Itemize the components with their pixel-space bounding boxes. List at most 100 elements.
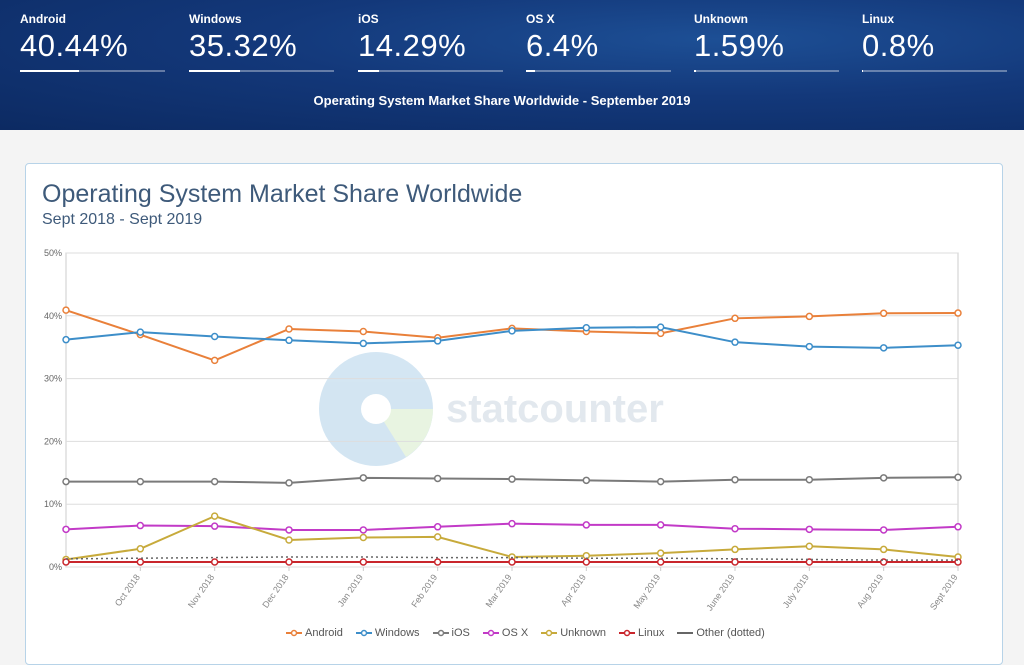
chart-title: Operating System Market Share Worldwide — [42, 180, 523, 208]
legend-item[interactable]: Android — [286, 627, 343, 639]
stat-name: Windows — [189, 12, 242, 26]
x-tick-label: Nov 2018 — [186, 572, 216, 609]
x-tick-label: June 2019 — [704, 572, 736, 612]
point-ios — [582, 476, 591, 485]
stat-share-fill — [20, 70, 79, 72]
point-windows — [210, 332, 219, 341]
legend-marker-dot — [360, 629, 368, 637]
legend-marker-icon — [677, 632, 694, 634]
point-windows — [285, 336, 293, 345]
point-android — [731, 314, 739, 323]
x-tick-label: July 2019 — [781, 572, 811, 609]
legend-item[interactable]: Other (dotted) — [677, 627, 765, 639]
watermark-logo-slice — [376, 409, 433, 457]
y-tick-label: 30% — [44, 374, 62, 384]
stat-android: Android 40.44% — [20, 12, 165, 72]
point-ios — [433, 474, 442, 483]
x-tick-label: Oct 2018 — [113, 572, 142, 608]
point-linux — [656, 558, 665, 566]
stat-unknown: Unknown 1.59% — [694, 12, 839, 72]
point-ios — [210, 477, 219, 486]
point-linux — [136, 558, 145, 566]
point-os-x — [954, 523, 962, 531]
stat-share-bar — [358, 70, 503, 72]
point-android — [954, 309, 962, 317]
stat-name: Linux — [862, 12, 894, 26]
legend-label: Windows — [374, 627, 420, 639]
legend-item[interactable]: Linux — [619, 627, 664, 639]
point-android — [210, 356, 219, 365]
legend-marker-icon — [286, 629, 302, 637]
stat-share-bar — [694, 70, 839, 72]
point-android — [805, 312, 814, 321]
y-tick-label: 0% — [49, 562, 62, 572]
point-ios — [656, 477, 665, 486]
watermark-logo-hole — [361, 394, 391, 424]
point-os-x — [656, 521, 665, 529]
x-tick-label: Sept 2019 — [928, 572, 960, 611]
point-unknown — [805, 542, 814, 551]
point-unknown — [285, 536, 293, 544]
legend-marker-icon — [541, 629, 558, 637]
chart-subtitle: Sept 2018 - Sept 2019 — [42, 211, 203, 228]
legend-marker-icon — [619, 629, 636, 637]
stat-linux: Linux 0.8% — [862, 12, 1007, 72]
point-windows — [582, 323, 591, 332]
legend-label: Unknown — [560, 627, 607, 639]
point-linux — [805, 558, 814, 566]
legend-marker-icon — [432, 629, 449, 637]
stat-share-bar — [20, 70, 165, 72]
statcounter-watermark: statcounter — [319, 352, 664, 466]
point-unknown — [879, 545, 888, 554]
point-windows — [136, 328, 145, 336]
stat-share-bar — [526, 70, 671, 72]
point-os-x — [359, 526, 368, 534]
legend-item[interactable]: OS X — [482, 627, 528, 639]
point-os-x — [62, 525, 70, 534]
stats-banner: Android 40.44% Windows 35.32% iOS 14.29% OS X 6… — [0, 0, 1024, 130]
stat-name: Android — [20, 12, 66, 26]
series-line-other-dotted — [65, 556, 958, 561]
legend-marker-dot — [290, 629, 298, 637]
point-ios — [879, 474, 888, 482]
point-windows — [62, 335, 70, 344]
point-os-x — [136, 521, 145, 530]
legend-item[interactable]: iOS — [432, 627, 470, 639]
stat-share-fill — [358, 70, 379, 72]
x-tick-label: Mar 2019 — [484, 572, 514, 609]
point-os-x — [210, 522, 219, 530]
x-tick-label: May 2019 — [631, 572, 662, 610]
stat-value: 35.32% — [189, 28, 298, 63]
point-linux — [731, 558, 739, 566]
stat-share-fill — [189, 70, 241, 72]
legend-label: Linux — [638, 627, 665, 639]
point-windows — [805, 342, 814, 351]
point-android — [285, 325, 293, 333]
stat-share-fill — [526, 70, 536, 72]
banner-title: Operating System Market Share Worldwide … — [313, 93, 691, 108]
point-linux — [359, 558, 368, 566]
point-ios — [359, 474, 368, 482]
point-windows — [879, 344, 888, 352]
point-unknown — [656, 549, 665, 557]
watermark-text: statcounter — [446, 387, 664, 431]
point-unknown — [359, 533, 368, 542]
point-os-x — [805, 525, 814, 534]
stat-ios: iOS 14.29% — [358, 12, 503, 72]
point-linux — [62, 558, 70, 566]
point-linux — [508, 558, 516, 566]
point-ios — [805, 475, 814, 484]
point-linux — [285, 558, 293, 566]
legend-item[interactable]: Unknown — [541, 627, 606, 639]
stat-name: Unknown — [694, 12, 748, 26]
x-tick-label: Dec 2018 — [260, 572, 290, 609]
legend-item[interactable]: Windows — [355, 627, 420, 639]
point-windows — [954, 341, 962, 349]
stat-share-bar — [189, 70, 334, 72]
legend-marker-dot — [437, 629, 444, 637]
point-os-x — [879, 526, 888, 534]
point-windows — [433, 337, 442, 345]
watermark-logo-circle — [319, 352, 433, 466]
point-windows — [656, 323, 665, 331]
point-android — [359, 327, 368, 336]
